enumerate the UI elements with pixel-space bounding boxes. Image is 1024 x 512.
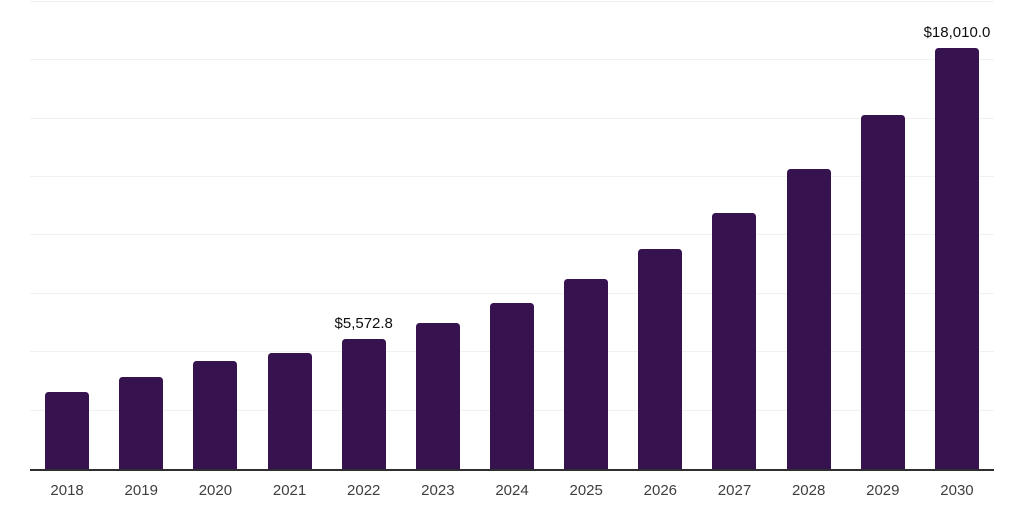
- bar-2029: [860, 115, 905, 469]
- bar-slot-2023: [401, 0, 475, 469]
- x-tick-label-2030: 2030: [940, 482, 974, 499]
- bar-2020: [193, 360, 238, 469]
- bar-2019: [119, 377, 164, 469]
- bar-2022: [341, 338, 386, 469]
- bar-2030: [934, 48, 979, 469]
- x-tick-label-2027: 2027: [717, 482, 752, 499]
- x-tick-label-2025: 2025: [569, 482, 603, 499]
- x-tick-label-2018: 2018: [50, 482, 84, 499]
- gridline-17500: [30, 59, 994, 61]
- x-tick-label-2028: 2028: [791, 482, 826, 499]
- bar-slot-2022: $5,572.8: [327, 0, 401, 469]
- data-label-2022: $5,572.8: [334, 314, 393, 332]
- x-tick-label-2020: 2020: [198, 482, 233, 499]
- bar-slot-2027: [697, 0, 771, 469]
- x-axis: 2018 2019 2020 2021 2022 2023 2024 2025 2026 2027…: [30, 471, 994, 499]
- gridline-7500: [30, 292, 994, 294]
- gridline-20000: [30, 0, 994, 2]
- bars-group: $5,572.8 $18,010.0: [30, 0, 994, 469]
- x-tick-label-2029: 2029: [866, 482, 900, 499]
- x-tick-label-2023: 2023: [421, 482, 455, 499]
- gridline-10000: [30, 234, 994, 236]
- bar-slot-2024: [475, 0, 549, 469]
- bar-slot-2028: [772, 0, 846, 469]
- bar-2018: [45, 391, 90, 469]
- data-label-2030: $18,010.0: [923, 24, 991, 42]
- bar-slot-2019: [104, 0, 178, 469]
- plot-area: $5,572.8 $18,010.0: [30, 0, 994, 471]
- bar-2026: [638, 248, 683, 469]
- bar-2027: [712, 213, 757, 469]
- bar-slot-2030: $18,010.0: [920, 0, 994, 469]
- bar-2023: [415, 323, 460, 469]
- bar-slot-2025: [549, 0, 623, 469]
- bar-slot-2021: [252, 0, 326, 469]
- bar-slot-2026: [623, 0, 697, 469]
- x-tick-label-2021: 2021: [272, 482, 307, 499]
- gridline-15000: [30, 117, 994, 119]
- x-tick-label-2022: 2022: [347, 482, 381, 499]
- x-tick-label-2019: 2019: [124, 482, 158, 499]
- bar-slot-2018: [30, 0, 104, 469]
- bar-2024: [490, 302, 535, 469]
- bar-slot-2020: [178, 0, 252, 469]
- bar-slot-2029: [846, 0, 920, 469]
- bar-2028: [786, 169, 831, 469]
- x-tick-label-2026: 2026: [643, 482, 678, 499]
- bar-2025: [564, 279, 609, 469]
- gridline-12500: [30, 176, 994, 177]
- x-tick-label-2024: 2024: [495, 482, 529, 499]
- bar-2021: [267, 353, 312, 469]
